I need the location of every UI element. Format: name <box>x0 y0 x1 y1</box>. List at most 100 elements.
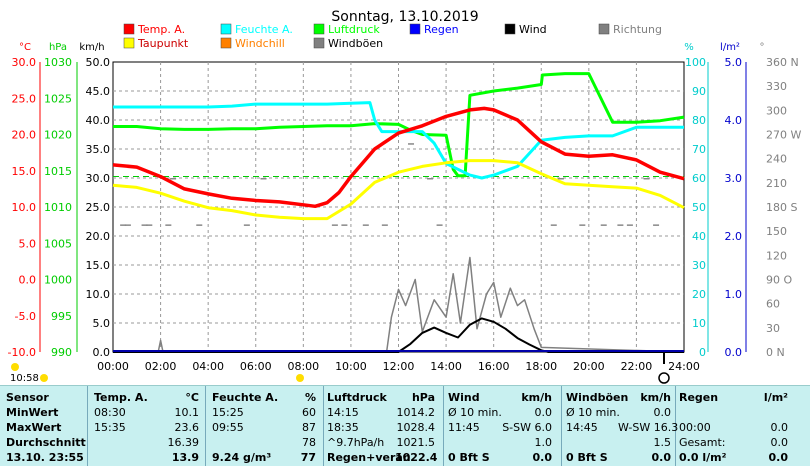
humidity-axis-tick: 90 <box>692 85 706 98</box>
direction-axis-tick: 210 <box>766 177 787 190</box>
direction-mark <box>260 178 267 180</box>
direction-axis-tick: 300 <box>766 104 787 117</box>
axis-unit: l/m² <box>720 42 740 53</box>
temp-axis-tick: 0.0 <box>19 274 37 287</box>
chart-legend: Temp. A. Feuchte A. Luftdruck Regen Wind Rich… <box>123 23 662 50</box>
direction-axis-tick: 330 <box>766 80 787 93</box>
table-row: 13.10. 23:55 13.9 9.24 g/m³ 77 Regen+verän 10… <box>0 450 810 465</box>
legend-label: Wind <box>519 23 547 36</box>
humidity-axis-tick: 80 <box>692 114 706 127</box>
rain-axis-tick: 1.0 <box>725 288 743 301</box>
direction-axis-tick: 240 <box>766 153 787 166</box>
direction-axis-tick: 360 N <box>766 56 799 69</box>
humidity-axis-tick: 60 <box>692 172 706 185</box>
table-cell: Ø 10 min. <box>566 406 620 419</box>
x-tick: 08:00 <box>287 360 319 373</box>
legend-label: Temp. A. <box>137 23 185 36</box>
legend-swatch <box>123 23 135 35</box>
x-tick: 20:00 <box>573 360 605 373</box>
legend-label: Regen <box>424 23 459 36</box>
table-cell: 0.0 <box>651 451 672 464</box>
table-cell: % <box>304 391 316 404</box>
direction-mark <box>146 224 153 226</box>
rain-axis-tick: 2.0 <box>725 230 743 243</box>
temp-axis-tick: 30.0 <box>12 56 37 69</box>
legend-label: Luftdruck <box>328 23 380 36</box>
x-tick: 12:00 <box>383 360 415 373</box>
wind-axis-tick: 35.0 <box>86 143 111 156</box>
direction-mark <box>141 224 148 226</box>
wind-axis-tick: 40.0 <box>86 114 111 127</box>
wind-axis-tick: 25.0 <box>86 201 111 214</box>
legend-label: Richtung <box>613 23 662 36</box>
rain-axis-tick: 5.0 <box>725 56 743 69</box>
table-divider <box>561 386 562 466</box>
direction-axis-tick: 120 <box>766 249 787 262</box>
pressure-axis-tick: 1015 <box>44 165 72 178</box>
table-divider <box>87 386 88 466</box>
table-cell: Luftdruck <box>327 391 387 404</box>
table-cell: Temp. A. <box>94 391 148 404</box>
table-cell: 14:45 <box>566 421 598 434</box>
direction-mark <box>170 178 177 180</box>
direction-mark <box>617 224 624 226</box>
axis-unit: % <box>684 42 694 53</box>
table-cell: 10.1 <box>174 406 200 419</box>
table-cell: 00:00 <box>679 421 711 434</box>
pressure-axis-tick: 1000 <box>44 274 72 287</box>
x-tick: 14:00 <box>430 360 462 373</box>
table-cell: 0.0 <box>770 436 789 449</box>
table-cell: 15:35 <box>94 421 126 434</box>
wind-axis-tick: 45.0 <box>86 85 111 98</box>
table-cell: 0.0 <box>532 451 553 464</box>
direction-mark <box>124 224 131 226</box>
moon-icon <box>658 372 670 384</box>
statistics-table: Sensor Temp. A. °C Feuchte A.% Luftdruck hPa W… <box>0 385 810 466</box>
series-temp-a <box>112 106 685 209</box>
axis-unit: °C <box>19 42 31 53</box>
humidity-axis-tick: 10 <box>692 317 706 330</box>
direction-mark <box>331 224 338 226</box>
direction-axis-tick: 90 O <box>766 274 792 287</box>
table-cell: 1014.2 <box>396 406 436 419</box>
sunrise-icon <box>40 374 48 382</box>
wind-axis-tick: 10.0 <box>86 288 111 301</box>
legend-swatch <box>220 37 232 49</box>
table-cell: Regen <box>679 391 719 404</box>
table-cell: Sensor <box>6 391 49 404</box>
table-divider <box>443 386 444 466</box>
legend-label: Feuchte A. <box>235 23 293 36</box>
table-row: MaxWert 15:35 23.6 09:55 87 18:35 1028.4 11:45 S… <box>0 420 810 435</box>
direction-mark <box>165 224 172 226</box>
table-divider <box>675 386 676 466</box>
humidity-axis-tick: 100 <box>685 56 706 69</box>
x-tick: 02:00 <box>145 360 177 373</box>
direction-mark <box>362 224 369 226</box>
table-cell: 11:45 <box>448 421 480 434</box>
sun-noon-icon <box>296 374 304 382</box>
x-tick: 10:00 <box>335 360 367 373</box>
table-cell: hPa <box>411 391 435 404</box>
y-axes: 30.025.020.015.010.05.00.0-5.0-10.010301… <box>8 56 802 359</box>
table-cell: km/h <box>640 391 671 404</box>
humidity-axis-tick: 40 <box>692 230 706 243</box>
humidity-axis-tick: 50 <box>692 201 706 214</box>
direction-axis-tick: 60 <box>766 298 780 311</box>
table-row: MinWert 08:30 10.1 15:25 60 14:15 1014.2 Ø 10 m… <box>0 405 810 420</box>
temp-axis-tick: -10.0 <box>8 346 36 359</box>
pressure-axis-tick: 1030 <box>44 56 72 69</box>
temp-axis-tick: 15.0 <box>12 165 37 178</box>
table-cell: 1.5 <box>653 436 672 449</box>
chart-title: Sonntag, 13.10.2019 <box>331 9 478 25</box>
direction-axis-tick: 270 W <box>766 129 801 142</box>
direction-mark <box>653 224 660 226</box>
table-cell: Gesamt: <box>679 436 726 449</box>
weather-chart: Sonntag, 13.10.2019 Temp. A. Feuchte A. Lu… <box>8 9 802 384</box>
legend-swatch <box>409 23 421 35</box>
table-divider <box>205 386 206 466</box>
legend-swatch <box>504 23 516 35</box>
direction-mark <box>436 224 443 226</box>
series-taupunkt <box>112 159 685 221</box>
wind-axis-tick: 20.0 <box>86 230 111 243</box>
table-cell: 0 Bft S <box>566 451 608 464</box>
